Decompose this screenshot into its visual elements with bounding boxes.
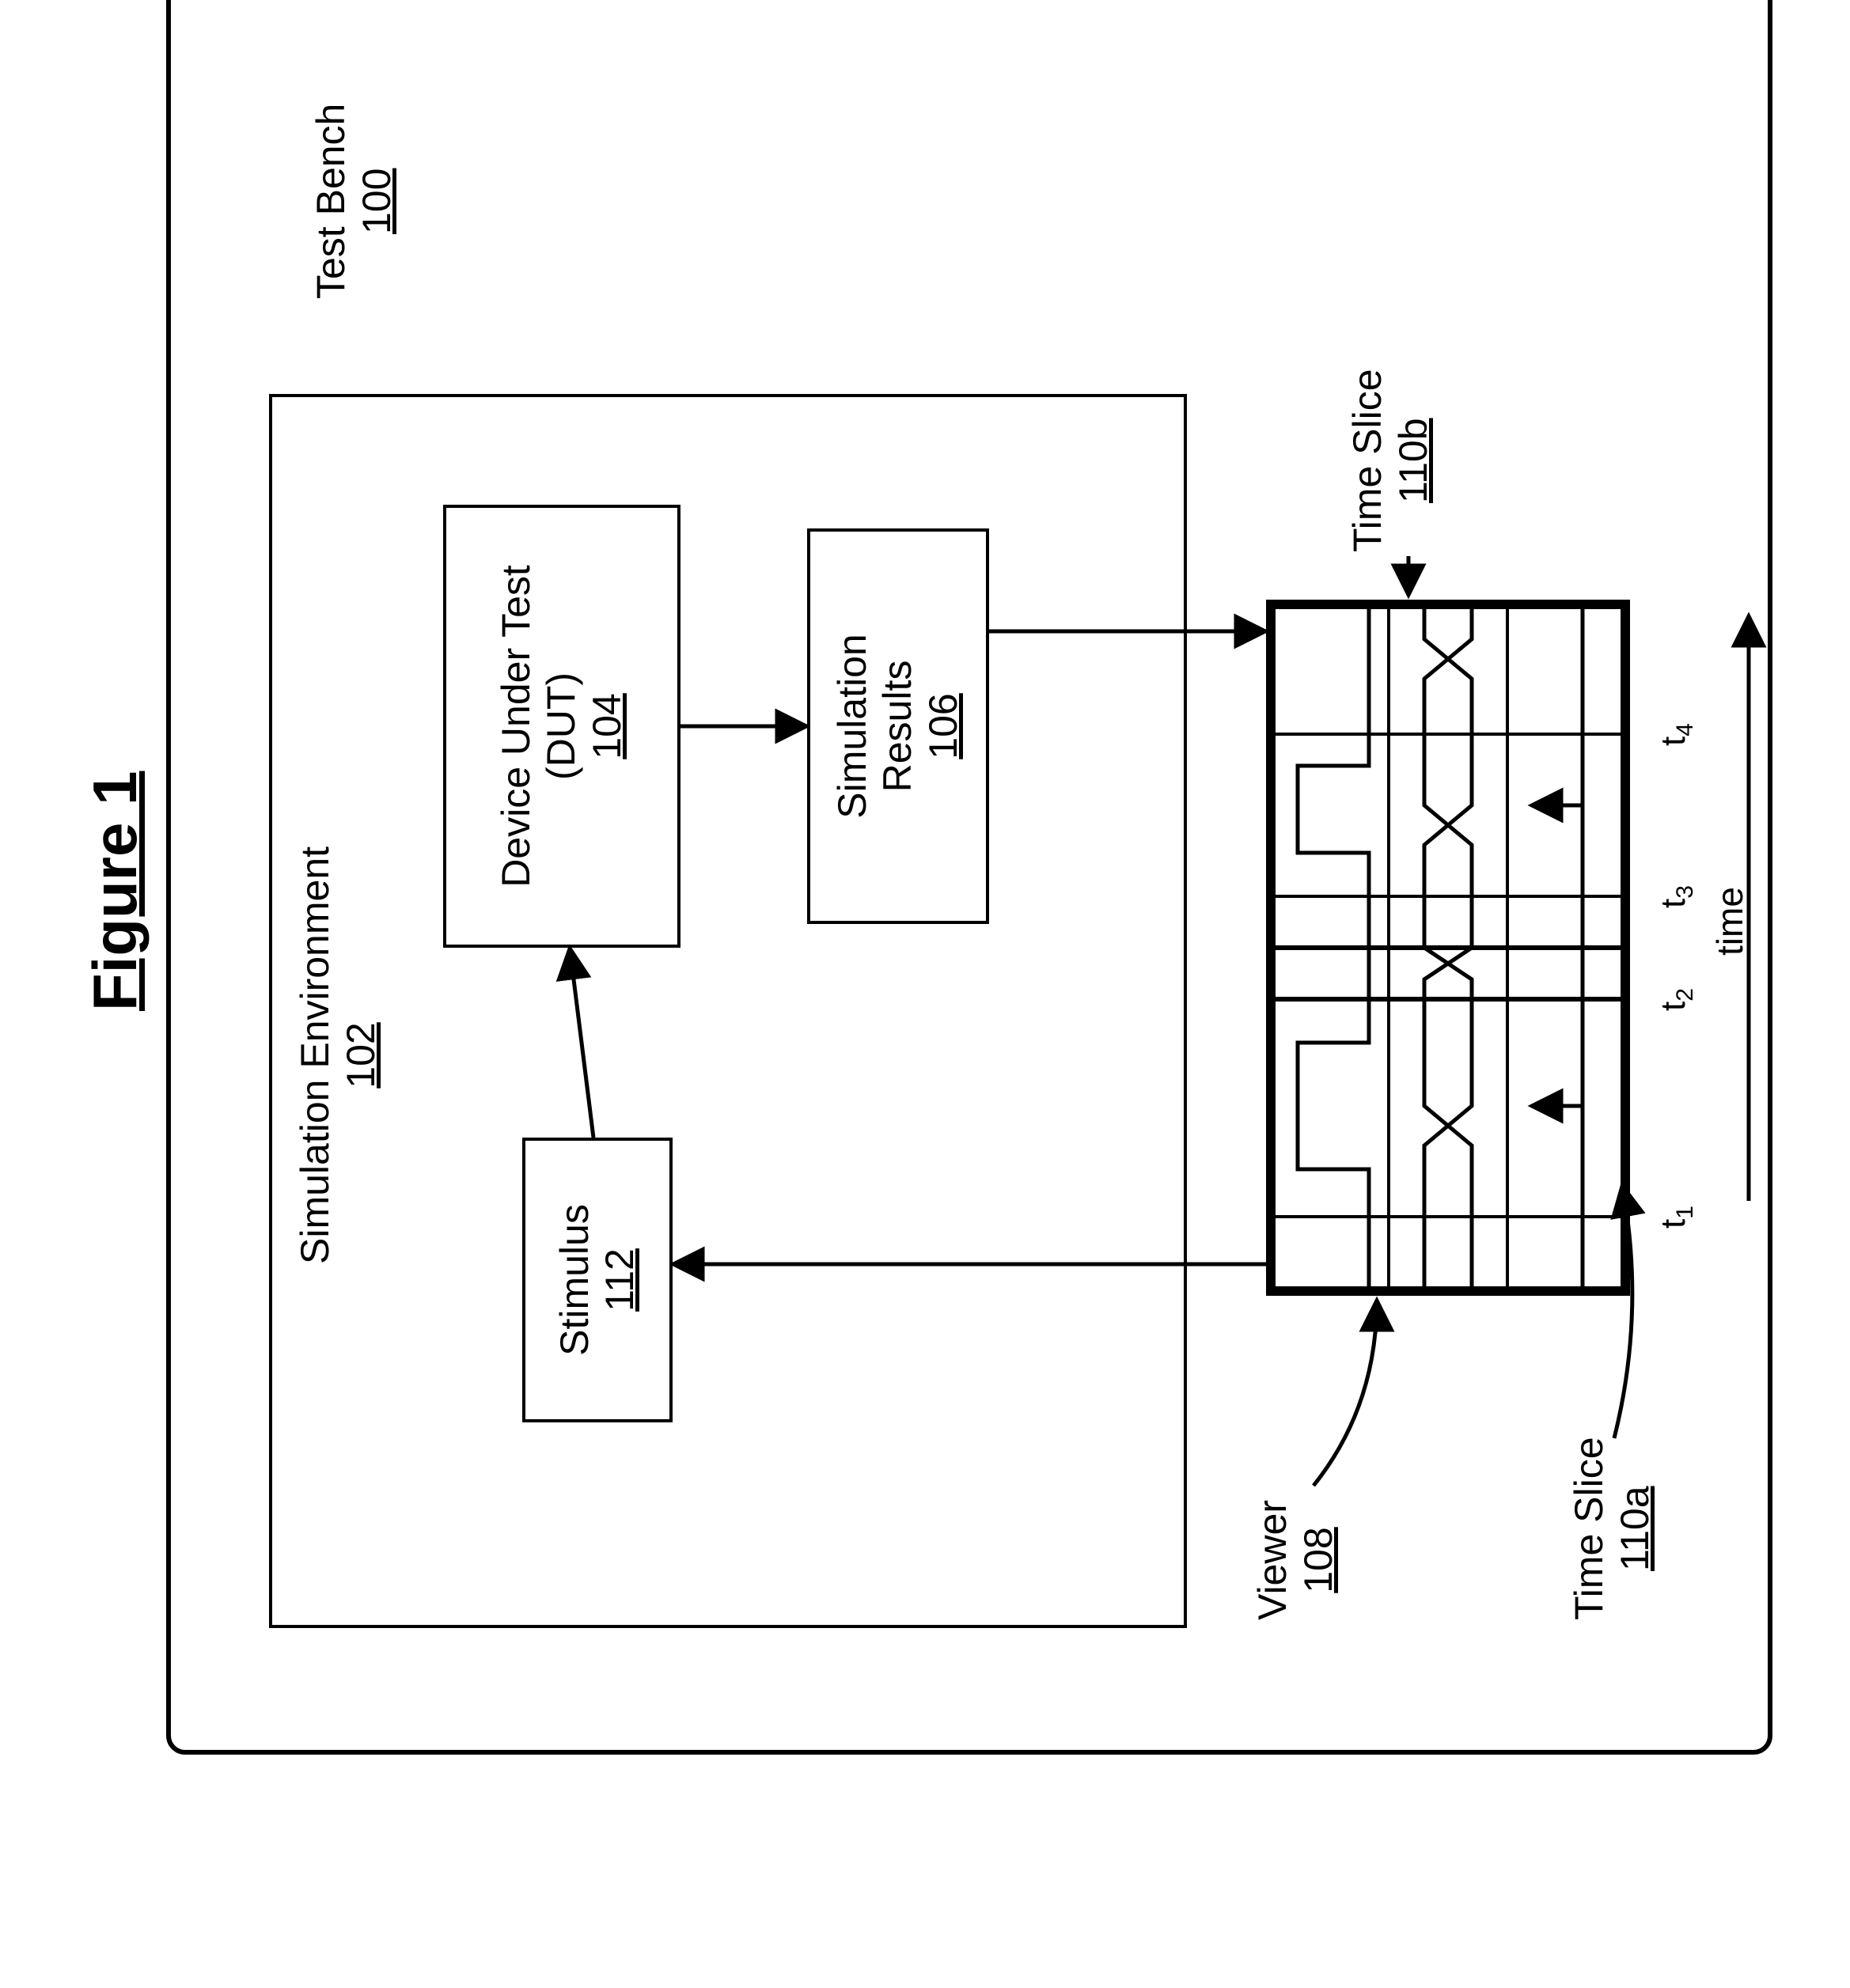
callout-slice-a bbox=[1614, 1185, 1632, 1438]
diagram-landscape: Figure 1 Test Bench 100 Simulation Envir… bbox=[32, 0, 1818, 1818]
callout-viewer bbox=[1314, 1300, 1377, 1486]
connectors-svg bbox=[32, 0, 1818, 1818]
rotated-canvas: Figure 1 Test Bench 100 Simulation Envir… bbox=[32, 32, 1850, 1818]
arrow-stimulus-to-dut bbox=[570, 948, 593, 1138]
